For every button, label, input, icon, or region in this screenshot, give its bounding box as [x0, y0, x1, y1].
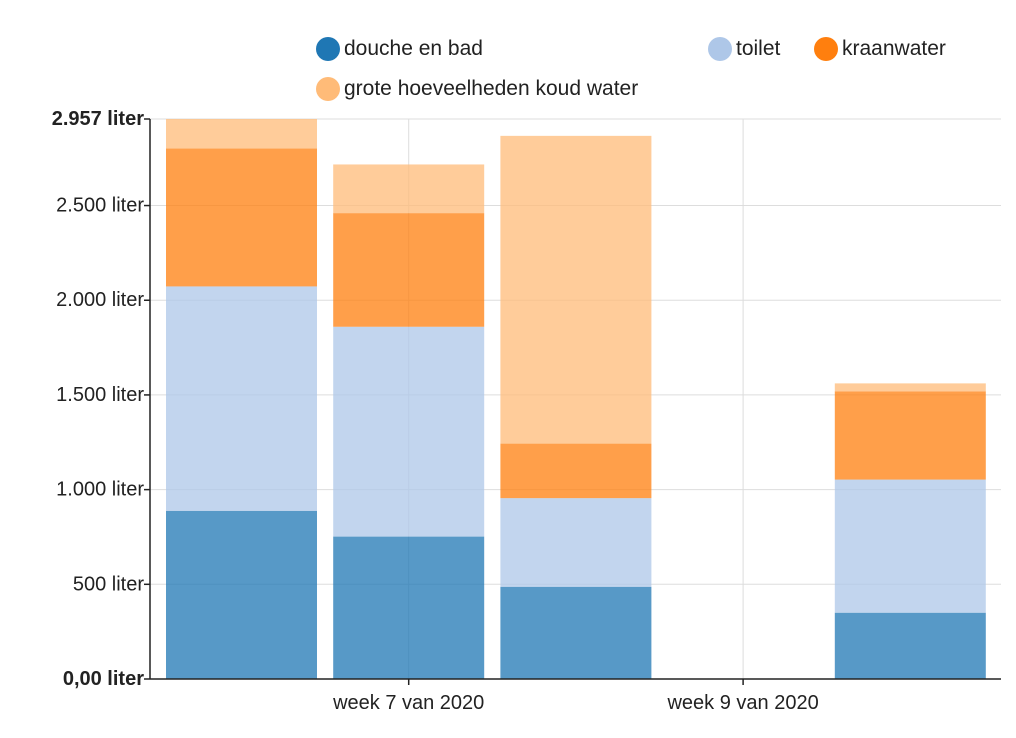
- legend-label: grote hoeveelheden koud water: [344, 77, 639, 100]
- bar-segment: [500, 135, 652, 444]
- bar-segment: [500, 498, 652, 587]
- bar-segment: [834, 383, 986, 392]
- y-tick-label: 0,00 liter: [63, 668, 144, 690]
- bar-segment: [500, 443, 652, 499]
- y-tick-label: 2.500 liter: [56, 195, 144, 217]
- legend-item-douche-en-bad[interactable]: douche en bad: [316, 35, 483, 63]
- bar-segment: [834, 612, 986, 679]
- bar-segment: [166, 510, 317, 679]
- legend-item-kraanwater[interactable]: kraanwater: [814, 35, 946, 63]
- bar-segment: [166, 286, 317, 511]
- bar-segment: [500, 586, 652, 679]
- legend-label: toilet: [736, 37, 781, 60]
- y-tick-label: 1.500 liter: [56, 384, 144, 406]
- bar-segment: [333, 326, 485, 537]
- legend-swatch-icon: [708, 37, 732, 61]
- bar-segment: [166, 119, 317, 149]
- legend-label: douche en bad: [344, 37, 483, 60]
- bar-segment: [834, 391, 986, 480]
- y-tick-label: 1.000 liter: [56, 479, 144, 501]
- bar-segment: [166, 148, 317, 287]
- legend-item-grote-hoeveelheden-koud-water[interactable]: grote hoeveelheden koud water: [316, 75, 638, 103]
- y-tick-label: 2.957 liter: [52, 108, 145, 130]
- legend-label: kraanwater: [842, 37, 946, 60]
- y-tick-label: 500 liter: [73, 573, 144, 595]
- legend-item-toilet[interactable]: toilet: [708, 35, 780, 63]
- bar-segment: [333, 213, 485, 327]
- x-tick-label: week 7 van 2020: [332, 692, 484, 714]
- y-tick-label: 2.000 liter: [56, 289, 144, 311]
- bar-segment: [333, 536, 485, 679]
- x-tick-label: week 9 van 2020: [666, 692, 818, 714]
- legend-swatch-icon: [814, 37, 838, 61]
- legend-swatch-icon: [316, 77, 340, 101]
- bar-segment: [333, 164, 485, 214]
- legend-swatch-icon: [316, 37, 340, 61]
- bar-segment: [834, 479, 986, 613]
